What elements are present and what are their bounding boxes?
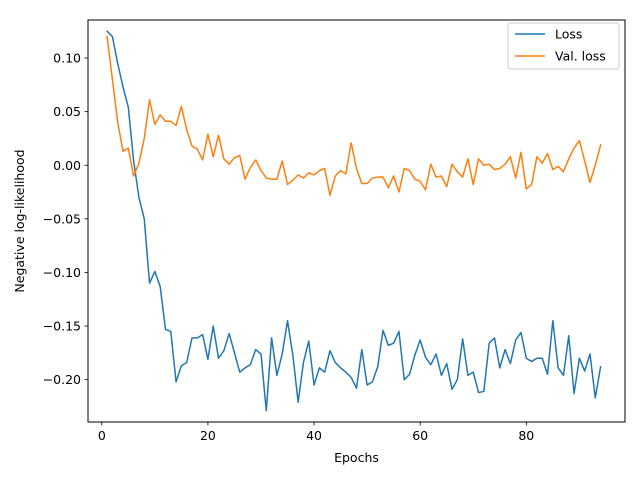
x-tick-label: 80 bbox=[518, 428, 534, 443]
y-tick-label: −0.20 bbox=[43, 372, 81, 387]
x-tick-label: 0 bbox=[98, 428, 106, 443]
y-tick-label: 0.10 bbox=[53, 51, 81, 66]
x-axis-ticks: 0 20 40 60 80 bbox=[98, 422, 534, 443]
legend-label-val-loss: Val. loss bbox=[555, 49, 606, 64]
x-tick-label: 40 bbox=[306, 428, 322, 443]
y-axis-ticks: −0.20 −0.15 −0.10 −0.05 0.00 0.05 0.10 bbox=[43, 51, 88, 387]
plot-frame bbox=[87, 19, 626, 423]
series-layer bbox=[106, 30, 602, 412]
y-tick-label: −0.05 bbox=[43, 211, 81, 226]
x-axis-label: Epochs bbox=[334, 450, 379, 465]
y-tick-label: 0.05 bbox=[53, 104, 81, 119]
y-tick-label: −0.15 bbox=[43, 319, 81, 334]
x-tick-label: 60 bbox=[412, 428, 428, 443]
y-axis-label: Negative log-likelihood bbox=[12, 149, 27, 292]
y-tick-label: 0.00 bbox=[53, 158, 81, 173]
series-line-loss bbox=[106, 30, 602, 412]
legend: Loss Val. loss bbox=[507, 22, 620, 70]
y-tick-label: −0.10 bbox=[43, 265, 81, 280]
x-tick-label: 20 bbox=[200, 428, 216, 443]
series-line-val-loss bbox=[106, 35, 602, 197]
legend-label-loss: Loss bbox=[555, 27, 582, 42]
